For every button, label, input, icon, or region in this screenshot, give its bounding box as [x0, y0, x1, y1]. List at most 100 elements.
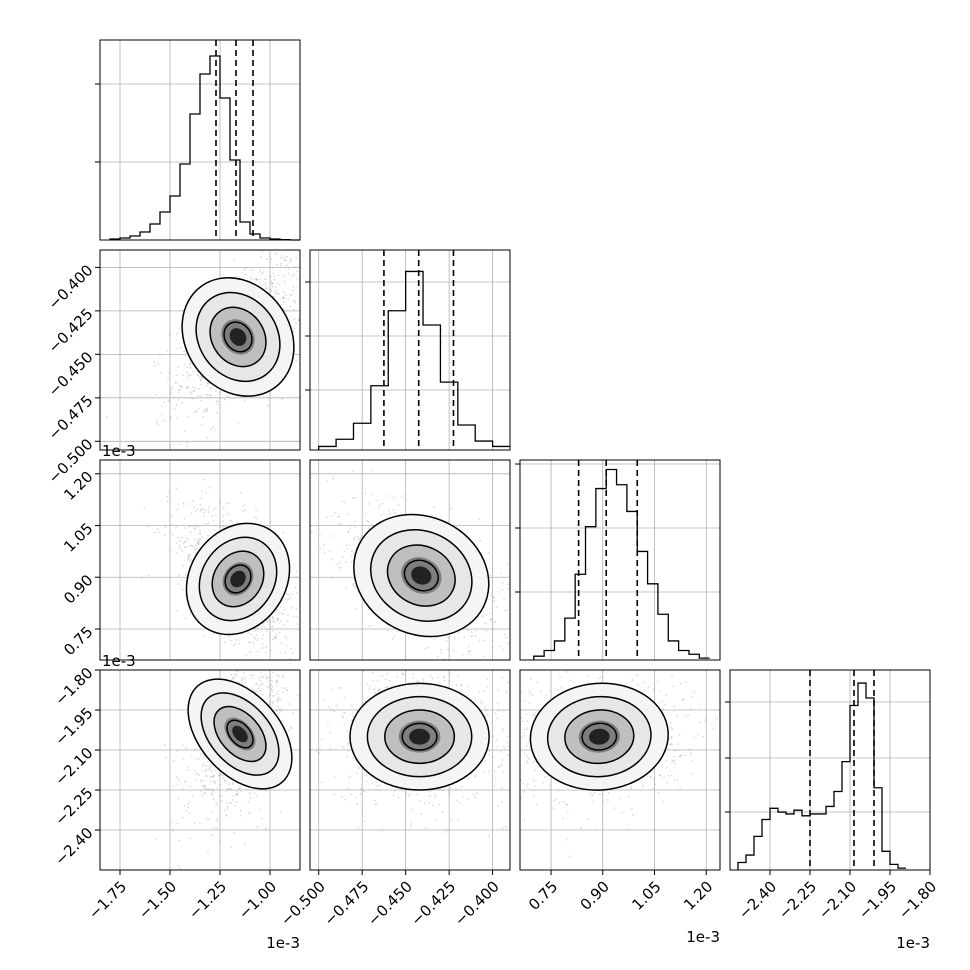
scatter-point: [209, 780, 212, 783]
scatter-point: [264, 828, 267, 830]
scatter-point: [184, 617, 187, 620]
scatter-point: [377, 506, 380, 509]
scatter-point: [179, 539, 182, 542]
scatter-point: [437, 803, 440, 806]
scatter-point: [460, 785, 463, 788]
scatter-point: [206, 410, 209, 413]
scatter-point: [254, 637, 257, 640]
scatter-point: [180, 579, 183, 581]
scatter-point: [194, 552, 197, 555]
scatter-point: [258, 271, 261, 273]
scatter-point: [194, 748, 197, 751]
scatter-point: [353, 585, 356, 588]
scatter-point: [179, 389, 182, 391]
scatter-point: [221, 794, 223, 797]
scatter-point: [346, 547, 349, 550]
scatter-point: [467, 645, 470, 648]
scatter-point: [209, 768, 212, 771]
scatter-point: [282, 665, 284, 667]
scatter-point: [175, 552, 178, 555]
scatter-point: [689, 707, 692, 710]
scatter-point: [209, 486, 212, 489]
scatter-point: [271, 679, 273, 682]
scatter-point: [215, 403, 218, 406]
scatter-point: [283, 275, 286, 278]
scatter-point: [317, 752, 320, 755]
scatter-point: [412, 673, 415, 676]
scatter-point: [183, 527, 186, 529]
scatter-point: [481, 702, 483, 704]
scatter-point: [201, 794, 204, 797]
scatter-point: [310, 530, 313, 533]
scatter-point: [460, 689, 462, 692]
scatter-point: [178, 574, 180, 576]
scatter-point: [518, 641, 520, 643]
scatter-point: [386, 686, 388, 688]
scatter-point: [269, 649, 272, 652]
scatter-point: [250, 269, 253, 272]
scatter-point: [429, 674, 432, 677]
scatter-point: [553, 799, 556, 802]
scatter-point: [274, 252, 277, 255]
scatter-point: [169, 443, 172, 446]
scatter-point: [350, 560, 353, 563]
scatter-point: [327, 294, 329, 296]
scatter-point: [356, 772, 358, 775]
scatter-point: [282, 300, 285, 303]
joint-panel-1-2: [309, 459, 547, 661]
scatter-point: [240, 790, 242, 792]
scatter-point: [259, 269, 261, 271]
scatter-point: [410, 821, 413, 823]
scatter-point: [545, 604, 547, 606]
scatter-point: [161, 413, 163, 416]
scatter-point: [186, 765, 189, 768]
scatter-point: [319, 748, 321, 750]
scatter-point: [359, 537, 361, 540]
scatter-point: [238, 642, 240, 645]
scatter-point: [198, 525, 201, 528]
scatter-point: [526, 755, 529, 758]
scatter-point: [305, 668, 307, 670]
scatter-point: [403, 674, 406, 677]
scatter-point: [290, 727, 293, 730]
scatter-point: [384, 678, 387, 681]
plot-layer: −1.75 −1.50 −1.25 −1.00−0.500−0.475−0.450−0…: [45, 39, 940, 952]
scatter-point: [291, 725, 293, 727]
scatter-point: [183, 363, 186, 366]
scatter-point: [169, 549, 171, 552]
scatter-point: [188, 525, 190, 528]
scatter-point: [499, 750, 502, 753]
scatter-point: [496, 745, 499, 748]
scatter-point: [289, 261, 291, 264]
scatter-point: [181, 536, 184, 539]
scatter-point: [199, 779, 202, 782]
scatter-point: [210, 792, 213, 795]
scatter-point: [193, 527, 196, 530]
scatter-point: [357, 827, 359, 830]
scatter-point: [440, 652, 443, 654]
scatter-point: [202, 416, 205, 418]
scatter-point: [282, 297, 284, 300]
scatter-point: [187, 557, 190, 560]
scatter-point: [544, 776, 547, 779]
scatter-point: [323, 639, 325, 641]
scatter-point: [423, 802, 426, 804]
scatter-point: [530, 781, 532, 783]
scatter-point: [202, 507, 204, 510]
scatter-point: [379, 789, 382, 791]
scatter-point: [197, 374, 199, 377]
scatter-point: [527, 742, 529, 745]
scatter-point: [470, 635, 473, 637]
scatter-point: [433, 506, 435, 508]
scatter-point: [256, 650, 259, 653]
scatter-point: [643, 689, 646, 692]
scatter-point: [193, 547, 196, 549]
scatter-point: [528, 620, 530, 622]
scatter-point: [186, 366, 189, 368]
scatter-point: [474, 796, 477, 799]
scatter-point: [341, 716, 344, 719]
scatter-point: [222, 774, 225, 777]
scatter-point: [340, 687, 343, 689]
scatter-point: [704, 719, 707, 722]
scatter-point: [284, 635, 287, 638]
